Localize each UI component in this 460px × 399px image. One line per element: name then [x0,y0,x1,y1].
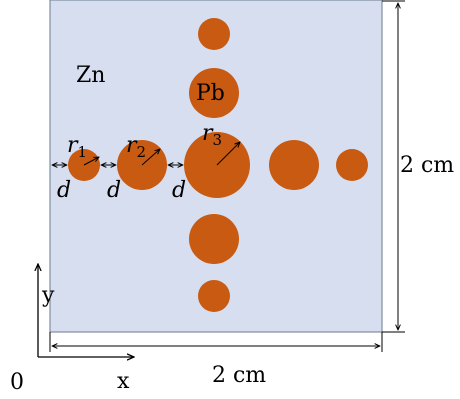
particle-right-small [336,149,368,181]
width-label: 2 cm [212,363,266,388]
r1-label: r1 [67,133,87,161]
particle-label: Pb [196,81,225,106]
particle-top-medium [189,68,239,118]
radius-arrow-r3 [216,142,240,166]
particle-top-small [198,18,230,50]
particle-bottom-medium [189,214,239,264]
gap-label-2: d [107,178,121,203]
gap-label-1: d [57,178,71,203]
pb-particles [68,18,368,312]
radius-arrow-r2 [141,149,160,166]
r2-label: r2 [126,133,146,161]
r3-label: r3 [202,121,222,149]
gap-label-3: d [172,178,186,203]
x-axis-label: x [117,369,130,394]
radius-arrow-r1 [83,157,99,166]
particle-bottom-small [198,280,230,312]
matrix-label: Zn [76,63,105,88]
particle-right-medium [269,140,319,190]
height-label: 2 cm [400,153,454,178]
origin-label: 0 [10,370,24,394]
y-axis-label: y [41,283,55,308]
